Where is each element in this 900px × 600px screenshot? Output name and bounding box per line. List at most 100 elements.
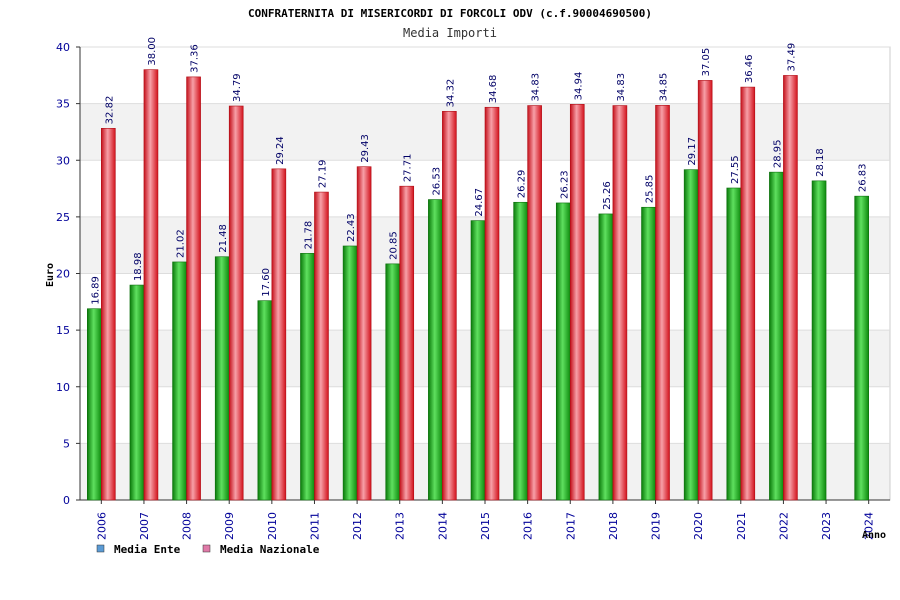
- y-tick-label: 40: [56, 41, 70, 54]
- data-label-media-ente-2011: 21.78: [303, 221, 314, 250]
- y-tick-label: 25: [56, 211, 70, 224]
- bar-media-nazionale-2019: [655, 105, 670, 501]
- chart-subtitle: Media Importi: [403, 26, 497, 40]
- bars: [87, 69, 869, 501]
- y-tick-label: 0: [63, 494, 70, 507]
- data-label-media-nazionale-2015: 34.68: [488, 75, 499, 104]
- x-tick-label-2024: 2024: [863, 512, 876, 540]
- x-axis-ticks: 2006 2007 2008 2009 2010 2011 2012 2013 2014 2015…: [95, 500, 876, 540]
- y-tick-label: 15: [56, 324, 70, 337]
- bar-media-ente-2006: [87, 308, 102, 501]
- bar-media-ente-2023: [811, 180, 827, 501]
- data-label-media-ente-2017: 26.23: [559, 170, 570, 199]
- y-tick-label: 5: [63, 437, 70, 450]
- data-label-media-ente-2021: 27.55: [730, 155, 741, 184]
- bar-media-nazionale-2013: [399, 185, 415, 501]
- bar-media-ente-2016: [513, 201, 528, 501]
- bar-media-nazionale-2022: [783, 75, 798, 501]
- bar-media-ente-2015: [470, 220, 486, 501]
- y-tick-label: 20: [56, 268, 70, 281]
- bar-media-nazionale-2010: [271, 168, 287, 501]
- bar-media-ente-2012: [342, 245, 358, 501]
- bar-media-ente-2017: [555, 202, 571, 501]
- x-tick-label-2013: 2013: [394, 512, 407, 540]
- data-label-media-nazionale-2017: 34.94: [573, 72, 584, 101]
- y-tick-label: 30: [56, 154, 70, 167]
- data-label-media-nazionale-2009: 34.79: [232, 73, 243, 102]
- x-tick-label-2014: 2014: [436, 512, 449, 540]
- x-tick-label-2008: 2008: [181, 512, 194, 540]
- x-tick-label-2018: 2018: [607, 512, 620, 540]
- legend-label-media-ente: Media Ente: [114, 543, 181, 556]
- data-label-media-nazionale-2007: 38.00: [147, 37, 158, 66]
- x-tick-label-2017: 2017: [564, 512, 577, 540]
- data-label-media-ente-2020: 29.17: [687, 137, 698, 166]
- x-tick-label-2021: 2021: [735, 512, 748, 540]
- x-tick-label-2012: 2012: [351, 512, 364, 540]
- x-tick-label-2009: 2009: [223, 512, 236, 540]
- data-label-media-nazionale-2021: 36.46: [744, 54, 755, 83]
- data-label-media-ente-2018: 25.26: [602, 181, 613, 210]
- bar-media-ente-2018: [598, 213, 614, 501]
- data-label-media-ente-2023: 28.18: [815, 148, 826, 177]
- data-labels: 16.89 32.82 18.98 38.00 21.02 37.36 21.48 34.79…: [90, 37, 868, 305]
- data-label-media-nazionale-2018: 34.83: [616, 73, 627, 102]
- y-tick-label: 10: [56, 381, 70, 394]
- data-label-media-ente-2009: 21.48: [218, 224, 229, 253]
- data-label-media-ente-2024: 26.83: [858, 164, 869, 193]
- x-tick-label-2022: 2022: [777, 512, 790, 540]
- bar-media-nazionale-2012: [356, 166, 372, 501]
- data-label-media-ente-2022: 28.95: [772, 140, 783, 169]
- data-label-media-ente-2012: 22.43: [346, 213, 357, 242]
- x-tick-label-2011: 2011: [308, 512, 321, 540]
- data-label-media-ente-2010: 17.60: [261, 268, 272, 297]
- legend-swatch-media-ente: [96, 544, 105, 553]
- bar-media-nazionale-2011: [314, 191, 329, 501]
- x-tick-label-2016: 2016: [522, 512, 535, 540]
- x-tick-label-2010: 2010: [266, 512, 279, 540]
- data-label-media-ente-2016: 26.29: [517, 170, 528, 199]
- data-label-media-nazionale-2013: 27.71: [403, 154, 414, 183]
- data-label-media-ente-2019: 25.85: [645, 175, 656, 204]
- data-label-media-nazionale-2011: 27.19: [317, 159, 328, 188]
- data-label-media-nazionale-2006: 32.82: [104, 96, 115, 125]
- bar-media-ente-2019: [641, 206, 656, 501]
- x-tick-label-2020: 2020: [692, 512, 705, 540]
- bar-media-nazionale-2016: [527, 105, 542, 501]
- data-label-media-nazionale-2020: 37.05: [701, 48, 712, 77]
- x-tick-label-2006: 2006: [95, 512, 108, 540]
- bar-media-nazionale-2021: [740, 86, 756, 501]
- legend-swatch-media-nazionale: [202, 544, 211, 553]
- data-label-media-ente-2015: 24.67: [474, 188, 485, 217]
- bar-media-ente-2011: [300, 253, 315, 501]
- bar-media-nazionale-2009: [228, 105, 244, 501]
- bar-media-ente-2021: [726, 187, 742, 501]
- bar-media-ente-2020: [683, 169, 699, 501]
- data-label-media-ente-2007: 18.98: [133, 252, 144, 281]
- plot-band: [80, 47, 890, 104]
- bar-media-ente-2009: [214, 256, 230, 501]
- chart-title: CONFRATERNITA DI MISERICORDI DI FORCOLI …: [248, 7, 652, 20]
- bar-media-ente-2010: [257, 300, 273, 501]
- data-label-media-ente-2014: 26.53: [431, 167, 442, 196]
- legend: Media Ente Media Nazionale: [96, 543, 320, 556]
- bar-media-nazionale-2007: [143, 69, 159, 501]
- data-label-media-nazionale-2012: 29.43: [360, 134, 371, 163]
- bar-media-nazionale-2017: [569, 104, 585, 501]
- legend-label-media-nazionale: Media Nazionale: [220, 543, 320, 556]
- data-label-media-nazionale-2010: 29.24: [275, 136, 286, 165]
- bar-media-nazionale-2018: [612, 105, 628, 501]
- data-label-media-ente-2013: 20.85: [389, 231, 400, 260]
- data-label-media-ente-2006: 16.89: [90, 276, 101, 305]
- x-tick-label-2023: 2023: [820, 512, 833, 540]
- bar-media-nazionale-2015: [484, 106, 500, 501]
- data-label-media-nazionale-2014: 34.32: [445, 79, 456, 108]
- y-axis-label: Euro: [45, 263, 56, 287]
- y-tick-label: 35: [56, 98, 70, 111]
- bar-media-ente-2014: [428, 199, 443, 501]
- x-tick-label-2007: 2007: [138, 512, 151, 540]
- bar-media-nazionale-2014: [442, 111, 457, 501]
- bar-media-nazionale-2008: [186, 76, 201, 501]
- bar-media-ente-2007: [129, 284, 145, 501]
- data-label-media-ente-2008: 21.02: [176, 229, 187, 258]
